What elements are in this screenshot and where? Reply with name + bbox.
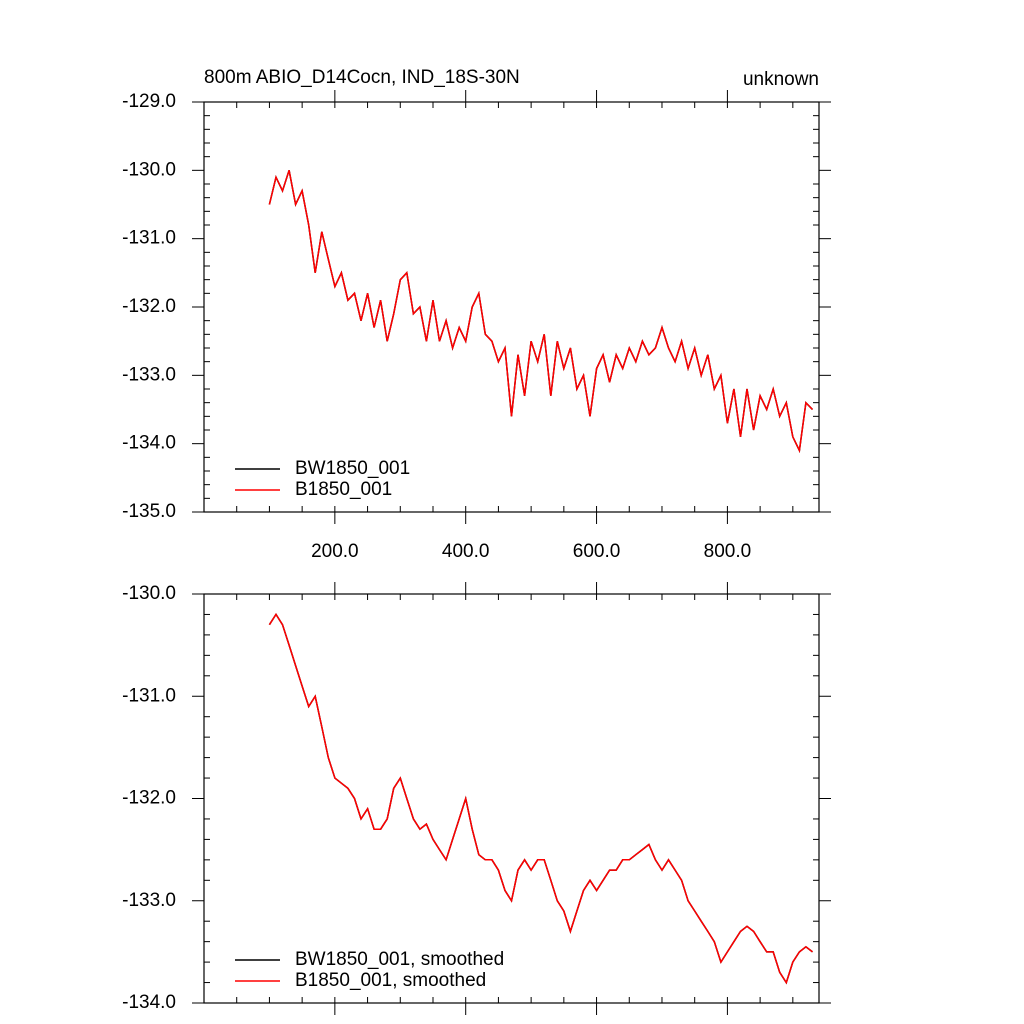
data-line [268, 613, 813, 985]
y-tick-label: -133.0 [122, 364, 176, 385]
y-tick-label: -132.0 [122, 296, 176, 317]
data-line [268, 170, 814, 454]
chart-title: 800m ABIO_D14Cocn, IND_18S-30N [204, 67, 520, 88]
legend-label: BW1850_001, smoothed [295, 949, 504, 970]
plot-frame [203, 101, 820, 513]
y-tick-label: -132.0 [122, 788, 176, 809]
y-tick-label: -129.0 [122, 91, 176, 112]
legend-label: B1850_001 [295, 479, 392, 500]
y-tick-label: -130.0 [122, 583, 176, 604]
chart-right-title: unknown [743, 69, 819, 90]
x-tick-label: 400.0 [442, 541, 490, 562]
y-tick-label: -134.0 [122, 992, 176, 1013]
y-tick-label: -135.0 [122, 501, 176, 522]
plot-frame [203, 593, 820, 1004]
legend-label: B1850_001, smoothed [295, 970, 486, 991]
y-tick-label: -131.0 [122, 685, 176, 706]
x-tick-label: 800.0 [704, 541, 752, 562]
data-line [268, 613, 813, 985]
y-tick-label: -131.0 [122, 228, 176, 249]
data-line [268, 170, 814, 454]
x-tick-label: 200.0 [311, 541, 359, 562]
y-tick-label: -134.0 [122, 433, 176, 454]
legend-label: BW1850_001 [295, 458, 410, 479]
y-tick-label: -133.0 [122, 890, 176, 911]
y-tick-label: -130.0 [122, 159, 176, 180]
x-tick-label: 600.0 [573, 541, 621, 562]
